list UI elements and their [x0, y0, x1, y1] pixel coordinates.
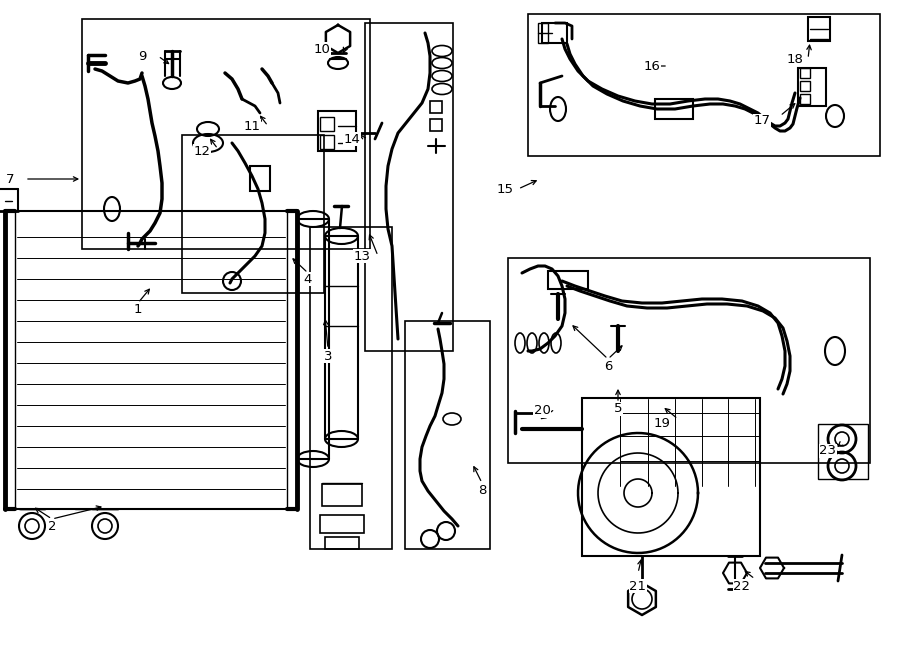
- Text: 18: 18: [787, 52, 804, 65]
- Text: 8: 8: [478, 485, 486, 498]
- Text: 21: 21: [629, 580, 646, 592]
- Text: 20: 20: [534, 405, 551, 418]
- Text: 11: 11: [244, 120, 260, 132]
- Text: 23: 23: [820, 444, 836, 457]
- Text: 14: 14: [344, 132, 360, 145]
- Text: 12: 12: [194, 145, 211, 157]
- Text: 10: 10: [313, 42, 330, 56]
- Text: 22: 22: [734, 580, 751, 592]
- Text: 4: 4: [304, 272, 312, 286]
- Text: 15: 15: [497, 182, 514, 196]
- Text: 17: 17: [753, 114, 770, 128]
- Text: 1: 1: [134, 303, 142, 315]
- Text: 5: 5: [614, 403, 622, 416]
- Text: 19: 19: [653, 416, 670, 430]
- Text: 2: 2: [48, 520, 56, 533]
- Text: 6: 6: [604, 360, 612, 373]
- Text: 13: 13: [354, 249, 371, 262]
- Text: 16: 16: [644, 59, 661, 73]
- Text: 9: 9: [138, 50, 146, 63]
- Text: 3: 3: [324, 350, 332, 362]
- Text: 7: 7: [5, 173, 14, 186]
